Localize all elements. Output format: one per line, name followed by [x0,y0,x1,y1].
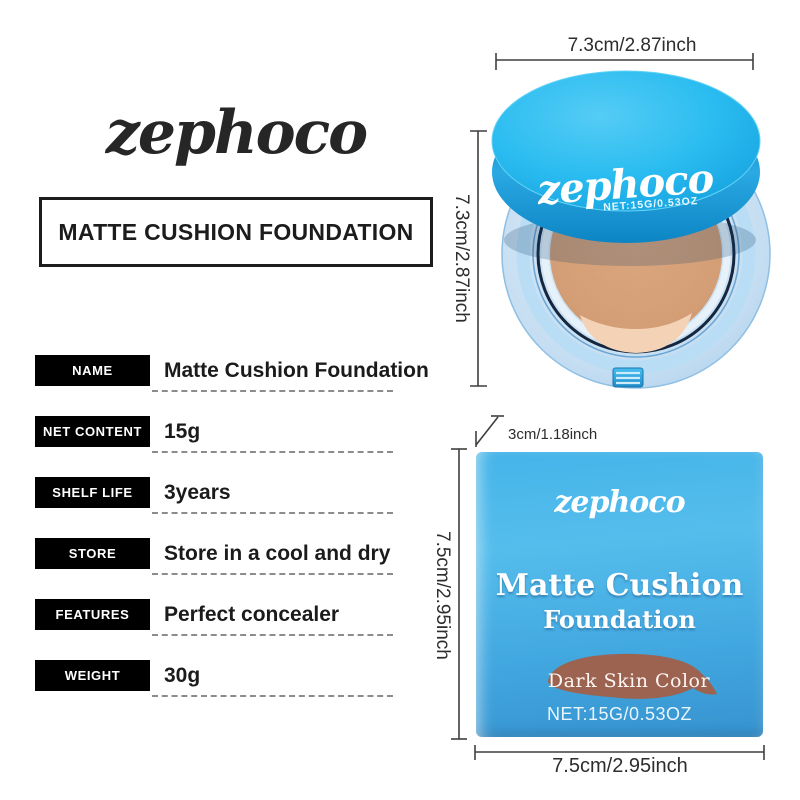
compact-illustration: zephoco NET:15G/0.53OZ [491,70,771,389]
box-illustration: zephoco Matte Cushion Foundation Dark Sk… [476,452,763,737]
box-depth-dimension-label: 3cm/1.18inch [508,426,598,443]
spec-row-store: STORE Store in a cool and dry [35,538,393,575]
spec-label: NET CONTENT [35,416,150,447]
box-height-dimension-line [451,448,467,740]
spec-divider [152,695,393,697]
spec-row-features: FEATURES Perfect concealer [35,599,393,636]
spec-row-shelf-life: SHELF LIFE 3years [35,477,393,514]
compact-lid: zephoco NET:15G/0.53OZ [491,70,761,266]
spec-label: NAME [35,355,150,386]
box-brand-text: zephoco [554,485,685,520]
box-net-text: NET:15G/0.53OZ [546,704,693,724]
spec-label: SHELF LIFE [35,477,150,508]
box-height-dimension-label: 7.5cm/2.95inch [432,530,453,660]
compact-height-dimension-line [470,130,487,387]
spec-label: FEATURES [35,599,150,630]
shade-label: Dark Skin Color [547,670,711,692]
spec-value: 30g [164,663,201,687]
compact-width-dimension-label: 7.3cm/2.87inch [567,35,697,56]
spec-row-weight: WEIGHT 30g [35,660,393,697]
brand-logo: zephoco [105,98,368,168]
box-width-dimension-label: 7.5cm/2.95inch [552,755,688,777]
box-product-name-line2: Foundation [543,605,696,634]
box-product-name-line1: Matte Cushion [495,568,744,603]
compact-width-dimension-line [495,53,754,70]
box-depth-dimension-line [475,415,504,447]
spec-value: 15g [164,419,201,443]
spec-row-net-content: NET CONTENT 15g [35,416,393,453]
spec-divider [152,634,393,636]
spec-divider [152,573,393,575]
spec-divider [152,451,393,453]
box-width-dimension-line [474,745,765,760]
cream-drip [580,313,692,353]
spec-value: Store in a cool and dry [164,541,391,565]
product-title-box: MATTE CUSHION FOUNDATION [39,197,433,267]
spec-value: 3years [164,480,231,504]
compact-height-dimension-label: 7.3cm/2.87inch [451,193,472,323]
spec-value: Matte Cushion Foundation [164,358,429,382]
hinge-stripes [616,371,640,385]
product-title: MATTE CUSHION FOUNDATION [58,218,414,245]
spec-row-name: NAME Matte Cushion Foundation [35,355,429,392]
spec-divider [152,390,393,392]
spec-list: NAME Matte Cushion Foundation NET CONTEN… [35,355,429,721]
spec-label: STORE [35,538,150,569]
spec-divider [152,512,393,514]
spec-label: WEIGHT [35,660,150,691]
spec-value: Perfect concealer [164,602,340,626]
shade-swatch-brushstroke [548,653,717,699]
